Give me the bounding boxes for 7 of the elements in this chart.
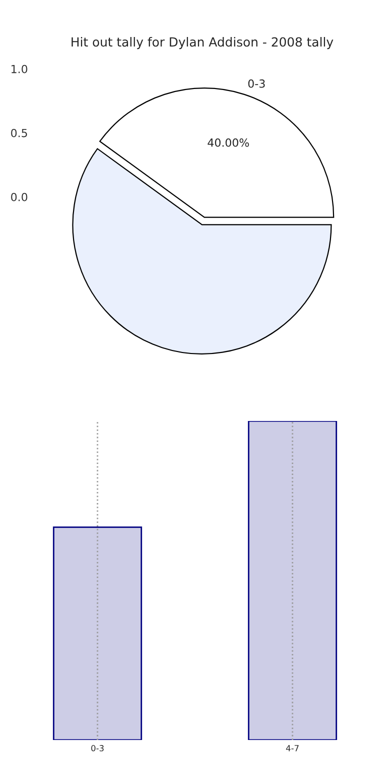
data-label: 40.00%: [208, 138, 249, 147]
text: 0.0: [11, 192, 28, 202]
chart-title: Hit out tally for Dylan Addison - 2008 tally: [72, 36, 334, 50]
slice-label: 0-3: [248, 79, 265, 88]
text: 0.5: [11, 128, 28, 138]
x-tick-label: 4-7: [286, 745, 299, 752]
text: 1.0: [12, 64, 28, 74]
